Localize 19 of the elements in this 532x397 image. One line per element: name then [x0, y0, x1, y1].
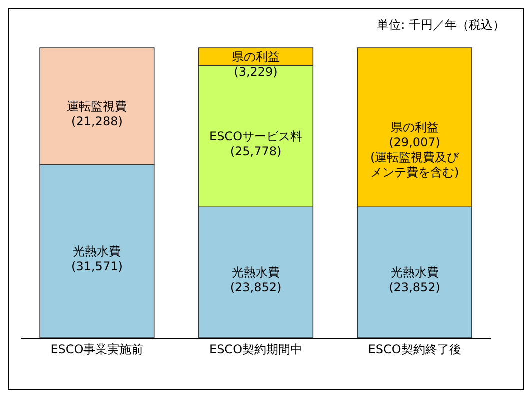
data-label: (21,288) [72, 114, 123, 128]
data-label: (23,852) [230, 280, 282, 295]
data-label: (31,571) [72, 259, 123, 274]
text: 県の利益 [390, 120, 439, 135]
data-label: (23,852) [389, 280, 440, 295]
data-label: (3,229) [234, 64, 278, 79]
x-tick-label: ESCO契約期間中 [209, 342, 303, 356]
series-label: ESCOサービス料 [209, 129, 303, 144]
series-label: 光熱水費 [390, 266, 439, 280]
text: 光熱水費 [232, 266, 280, 280]
x-tick-label: ESCO事業実施前 [50, 342, 144, 356]
x-tick-label: ESCO契約終了後 [368, 342, 462, 356]
annotation: (運転監視費及びメンテ費を含む) [370, 150, 460, 180]
series-label: 運転監視費 [67, 99, 128, 114]
data-label: (25,778) [230, 144, 282, 158]
series-label: 県の利益 [232, 50, 280, 64]
text: 単位: 千円／年（税込） [377, 17, 505, 34]
data-label: (29,007) [389, 136, 440, 150]
text: 光熱水費 [73, 244, 122, 258]
